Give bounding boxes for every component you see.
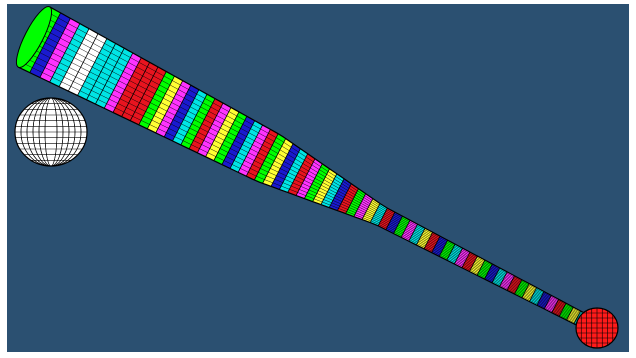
baseball-bat-mesh — [15, 6, 596, 332]
bat-end-cap-face — [15, 6, 53, 68]
bat-mesh-line — [28, 46, 592, 328]
bat-mesh-line — [23, 56, 590, 330]
bat-outline — [18, 66, 590, 332]
fe-mesh-viewport[interactable] — [7, 4, 629, 352]
bat-mesh-line — [33, 36, 593, 326]
bat-mesh-line — [44, 16, 595, 322]
bat-mesh-line — [26, 51, 591, 329]
baseball-mesh — [14, 97, 88, 167]
bat-mesh-line — [41, 21, 594, 323]
bat-barrel-end-cap — [15, 6, 53, 68]
bat-knob-mesh — [575, 307, 619, 349]
bat-mesh-line — [39, 26, 594, 324]
bat-mesh-line — [20, 61, 590, 331]
bat-mesh-line — [31, 41, 592, 327]
bat-and-ball-mesh-render — [7, 4, 629, 352]
bat-mesh-line — [46, 11, 595, 321]
bat-mesh-line — [36, 31, 593, 325]
bat-outline — [49, 6, 596, 320]
